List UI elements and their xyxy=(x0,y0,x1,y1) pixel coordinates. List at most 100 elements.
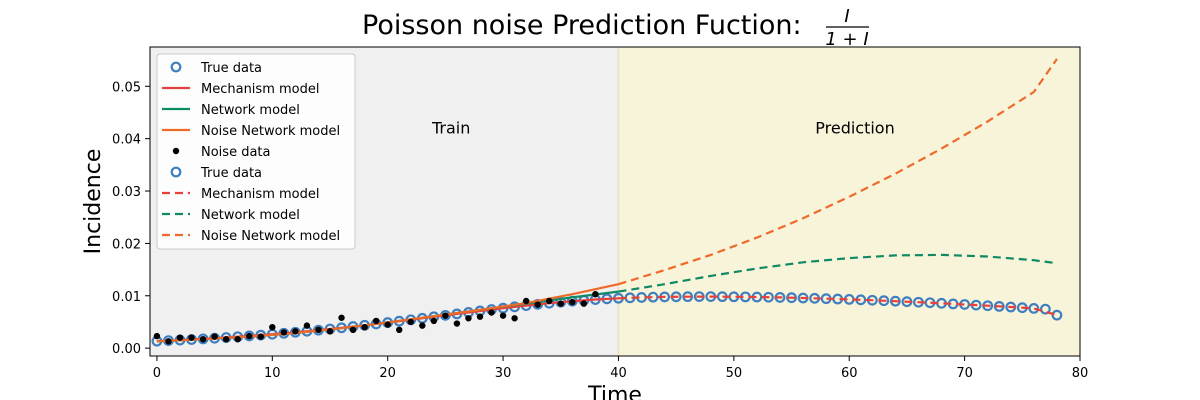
noise-data-point xyxy=(234,336,241,343)
noise-data-point xyxy=(222,336,230,343)
noise-data-point xyxy=(361,323,368,331)
legend-label: True data xyxy=(200,166,262,181)
noise-data-point xyxy=(476,313,484,320)
legend-label: Noise Network model xyxy=(201,229,340,244)
y-tick-label: 0.02 xyxy=(112,237,141,252)
x-axis: 0 10 20 30 40 50 60 70 80 xyxy=(153,356,1088,381)
legend-entry: Network model xyxy=(162,208,300,223)
region-labels: Train Prediction xyxy=(431,118,895,137)
noise-data-point xyxy=(349,326,357,334)
noise-data-point xyxy=(488,309,495,316)
noise-data-point xyxy=(534,301,541,308)
legend-label: Noise Network model xyxy=(201,124,340,139)
region-prediction xyxy=(618,47,1080,356)
noise-data-point xyxy=(199,336,207,343)
legend-entry: Noise Network model xyxy=(162,124,340,139)
true-data-point xyxy=(1039,303,1051,315)
x-tick-label: 70 xyxy=(956,366,973,381)
noise-data-point xyxy=(269,323,276,331)
legend-label: Network model xyxy=(201,208,300,223)
noise-data-point xyxy=(326,328,334,335)
legend-box xyxy=(156,53,356,250)
legend-marker-dot xyxy=(172,147,180,155)
legend-marker-open-circle xyxy=(170,166,182,178)
x-tick-label: 0 xyxy=(153,366,161,381)
noise-data-point xyxy=(153,332,161,340)
true-data-point xyxy=(1051,309,1063,321)
y-tick-label: 0.03 xyxy=(112,185,141,200)
x-tick-label: 10 xyxy=(264,366,281,381)
y-tick-label: 0.01 xyxy=(112,290,141,305)
noise-data-point xyxy=(338,314,345,321)
true-data-point xyxy=(682,291,694,303)
x-axis-title: Time xyxy=(587,383,642,400)
legend-entry: True data xyxy=(170,166,262,181)
x-tick-label: 40 xyxy=(610,366,627,381)
region-label-train: Train xyxy=(431,118,470,137)
chart-title-text: Poisson noise Prediction Fuction: xyxy=(362,10,802,41)
legend-label: True data xyxy=(200,61,262,76)
noise-data-point xyxy=(372,317,380,325)
noise-data-point xyxy=(465,315,472,322)
noise-data-point xyxy=(211,333,218,340)
x-tick-label: 20 xyxy=(379,366,396,381)
noise-data-point xyxy=(384,321,391,328)
noise-data-point xyxy=(511,315,518,322)
noise-data-point xyxy=(453,320,461,327)
x-tick-label: 80 xyxy=(1072,366,1089,381)
plot-frame xyxy=(149,46,1081,357)
y-tick-label: 0.00 xyxy=(112,342,141,357)
true-data-point xyxy=(889,295,901,307)
mechanism-model-prediction-line xyxy=(618,295,1058,317)
true-data-point xyxy=(1028,302,1040,314)
noise-data-point xyxy=(280,329,288,336)
legend-entry: Noise Network model xyxy=(162,229,340,244)
legend-marker-open-circle xyxy=(170,61,182,73)
legend-entry: True data xyxy=(170,61,262,76)
noise-data-point xyxy=(165,338,172,345)
noise-network-model-prediction-line xyxy=(618,58,1058,286)
legend-entry: Noise data xyxy=(172,145,270,160)
legend: True data Mechanism model Network model Noi… xyxy=(156,53,356,250)
noise-data-point xyxy=(315,326,322,334)
noise-data-point xyxy=(592,291,599,298)
legend-label: Noise data xyxy=(201,145,270,160)
noise-data-point xyxy=(303,322,311,329)
legend-label: Mechanism model xyxy=(201,187,319,202)
y-axis: 0.00 0.01 0.02 0.03 0.04 0.05 xyxy=(112,80,150,357)
noise-data-point xyxy=(580,300,588,307)
legend-entry: Mechanism model xyxy=(162,82,319,97)
noise-data-point xyxy=(499,312,507,319)
legend-label: Network model xyxy=(201,103,300,118)
true-data-point xyxy=(993,301,1005,312)
noise-data-point xyxy=(292,328,299,335)
noise-data-point xyxy=(188,334,195,341)
region-label-prediction: Prediction xyxy=(815,118,894,137)
noise-data-point xyxy=(557,300,564,307)
y-tick-label: 0.05 xyxy=(112,80,141,95)
title-formula-numerator: I xyxy=(844,6,849,27)
noise-data-point xyxy=(442,312,449,319)
noise-data-point xyxy=(522,297,530,305)
noise-data-point xyxy=(407,318,414,326)
noise-data-point xyxy=(419,322,426,329)
series-layer xyxy=(151,58,1063,347)
noise-data-point xyxy=(569,298,576,306)
background-regions xyxy=(150,47,1080,356)
legend-entry: Network model xyxy=(162,103,300,118)
noise-data-point xyxy=(176,334,184,341)
x-tick-label: 30 xyxy=(495,366,512,381)
noise-data-point xyxy=(257,333,264,340)
true-data-point xyxy=(786,292,797,304)
y-axis-title: Incidence xyxy=(81,149,106,255)
chart-title: Poisson noise Prediction Fuction: I1 + I xyxy=(362,6,869,50)
noise-data-point xyxy=(396,326,403,334)
noise-data-point xyxy=(246,332,253,340)
title-formula-denominator: 1 + I xyxy=(825,29,868,50)
noise-data-point xyxy=(546,297,553,305)
x-tick-label: 50 xyxy=(726,366,743,381)
legend-entry: Mechanism model xyxy=(162,187,319,202)
y-tick-label: 0.04 xyxy=(112,133,141,148)
noise-data-point xyxy=(430,317,438,325)
